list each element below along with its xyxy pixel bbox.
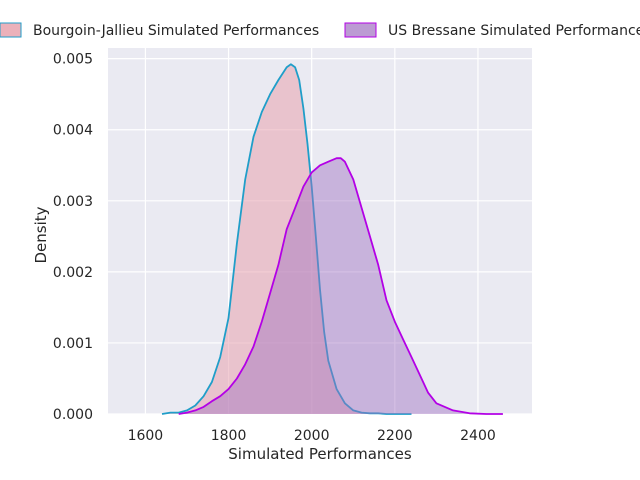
density-area-bourgoin-jallieu (162, 64, 412, 415)
density-line-bourgoin-jallieu (161, 63, 412, 415)
x-tick-label: 1800 (211, 428, 247, 444)
y-tick-label: 0.004 (53, 123, 93, 139)
x-tick-label: 2200 (377, 428, 413, 444)
series-layer (161, 63, 503, 415)
y-tick-label: 0.005 (53, 52, 93, 68)
x-tick-label: 2400 (460, 428, 496, 444)
density-area-us-bressane (178, 158, 503, 414)
y-tick-label: 0.000 (53, 407, 93, 423)
y-axis-title: Density (32, 206, 50, 263)
legend-swatch-bourgoin-jallieu (0, 22, 22, 38)
x-tick-label: 2000 (294, 428, 330, 444)
y-tick-labels: 0.000 0.001 0.002 0.003 0.004 0.005 (53, 52, 93, 423)
x-axis-title: Simulated Performances (228, 445, 412, 463)
legend: Bourgoin-Jallieu Simulated Performances … (0, 22, 640, 39)
legend-label-us-bressane: US Bressane Simulated Performances (388, 23, 640, 39)
y-tick-label: 0.002 (53, 265, 93, 281)
legend-label-bourgoin-jallieu: Bourgoin-Jallieu Simulated Performances (33, 23, 319, 39)
legend-swatch-us-bressane (344, 22, 377, 38)
x-tick-labels: 1600 1800 2000 2200 2400 (128, 428, 496, 444)
density-line-us-bressane (178, 157, 503, 415)
x-tick-label: 1600 (128, 428, 164, 444)
y-tick-label: 0.003 (53, 194, 93, 210)
y-tick-label: 0.001 (53, 336, 93, 352)
